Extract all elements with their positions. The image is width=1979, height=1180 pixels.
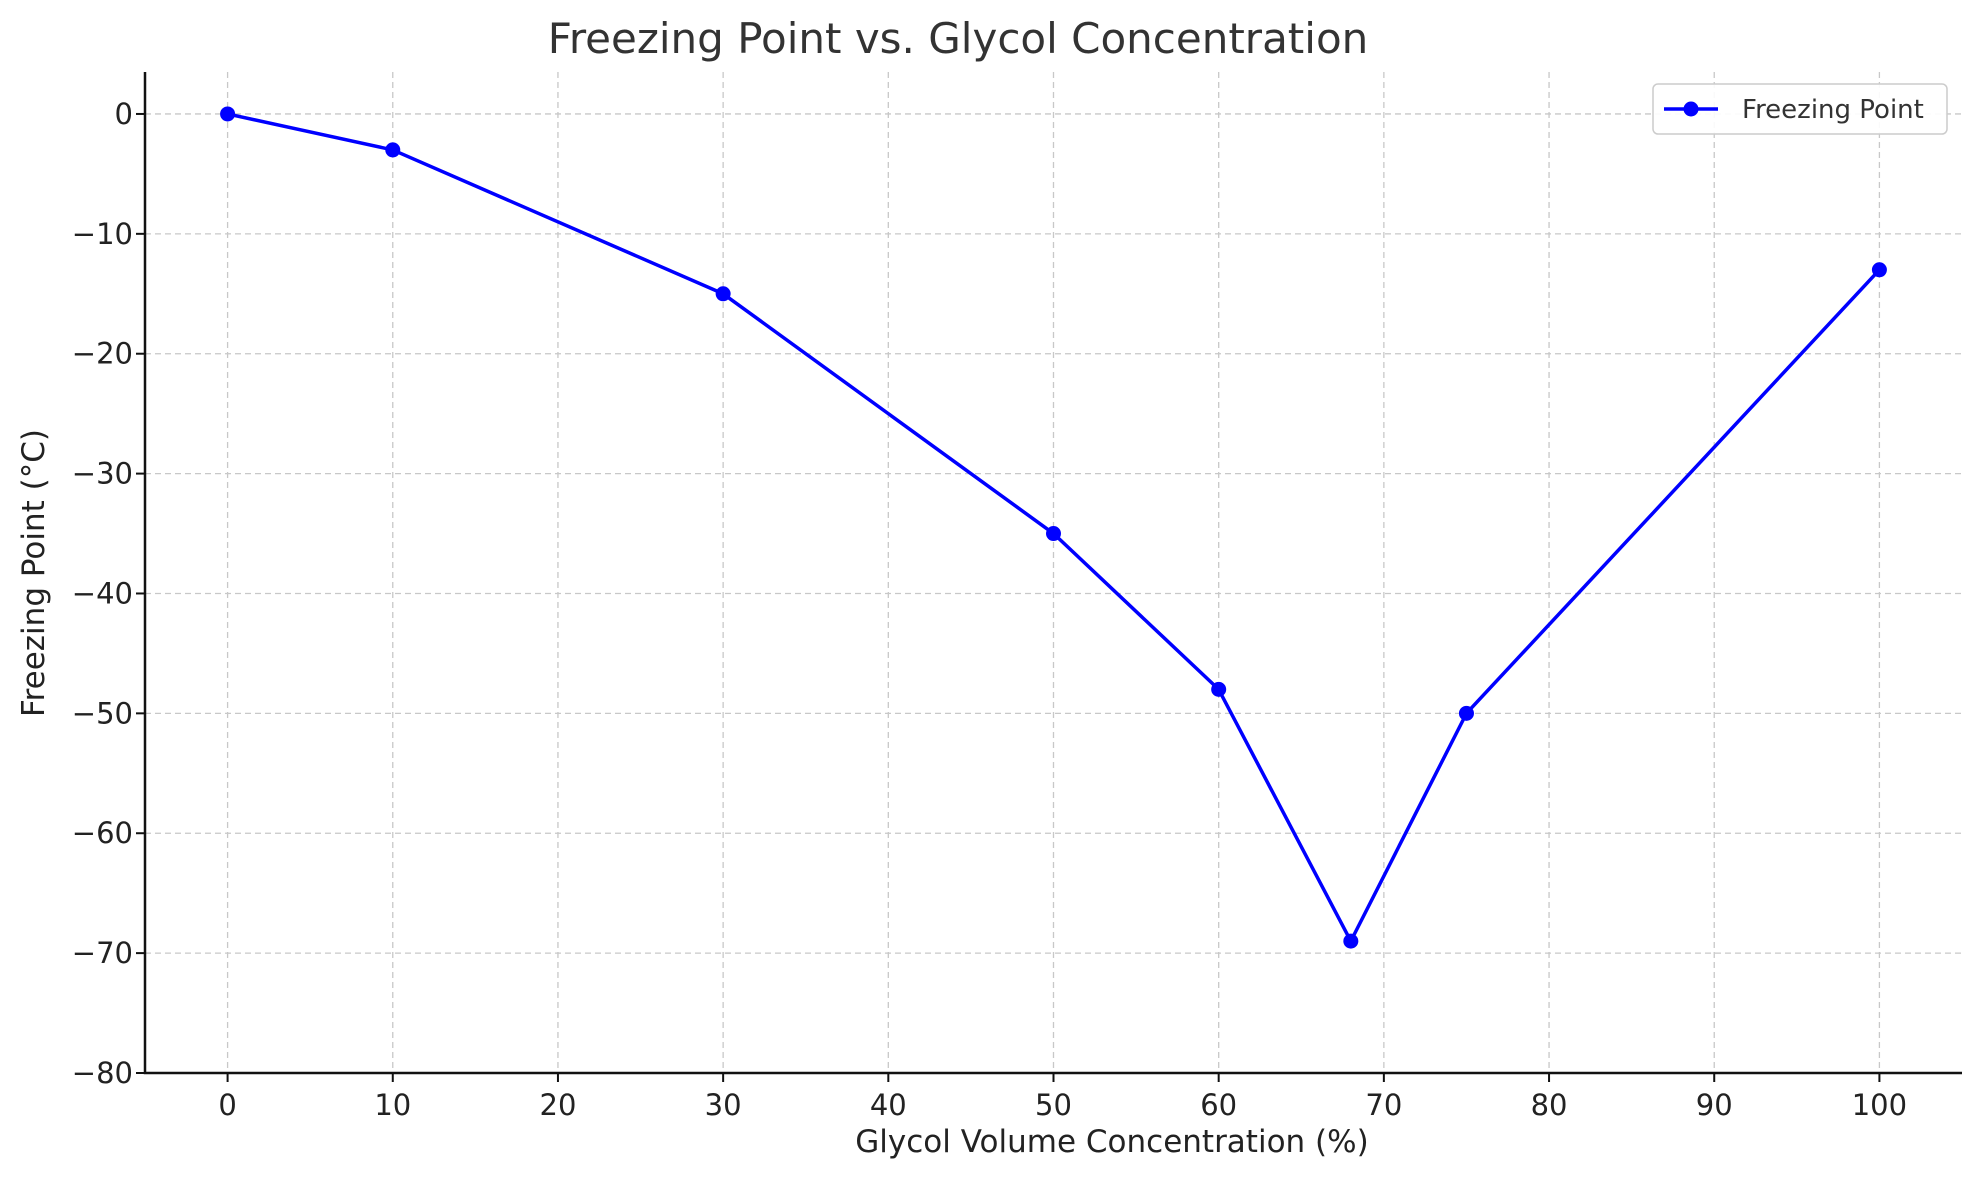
x-tick-label: 10 [374, 1088, 411, 1122]
series-layer [220, 106, 1887, 949]
legend-frame [1652, 83, 1948, 135]
x-tick-label: 40 [870, 1088, 907, 1122]
legend: Freezing Point [1652, 83, 1948, 135]
data-point [1046, 526, 1061, 542]
y-tick-label: −20 [72, 337, 133, 371]
y-tick-label: −40 [72, 576, 133, 610]
data-point [385, 142, 401, 158]
x-tick-labels: 0 10 20 30 40 50 60 70 80 90 100 [218, 1088, 1907, 1122]
y-tick-label: −30 [72, 457, 133, 491]
data-point [1211, 681, 1227, 697]
legend-marker-swatch [1683, 101, 1699, 117]
x-tick-label: 70 [1365, 1088, 1402, 1122]
y-tick-labels: 0 −10 −20 −30 −40 −50 −60 −70 −80 [72, 97, 133, 1090]
y-tick-label: −50 [72, 696, 133, 730]
data-point [1343, 933, 1359, 949]
legend-label: Freezing Point [1742, 95, 1924, 125]
x-tick-label: 30 [705, 1088, 742, 1122]
grid [145, 72, 1962, 1074]
y-tick-label: 0 [115, 97, 133, 131]
x-tick-label: 90 [1696, 1088, 1733, 1122]
y-tick-label: −70 [72, 936, 133, 970]
y-tick-label: −10 [72, 217, 133, 251]
tick-marks [136, 112, 1881, 1082]
data-point [1871, 262, 1887, 278]
x-tick-label: 50 [1035, 1088, 1072, 1122]
data-point [220, 106, 236, 122]
y-axis-label: Freezing Point (°C) [16, 429, 52, 717]
data-point [1458, 705, 1474, 721]
x-tick-label: 100 [1852, 1088, 1907, 1122]
x-tick-label: 60 [1200, 1088, 1237, 1122]
x-axis-label: Glycol Volume Concentration (%) [855, 1124, 1368, 1160]
y-tick-label: −60 [72, 816, 133, 850]
x-tick-label: 0 [218, 1088, 236, 1122]
x-tick-label: 20 [540, 1088, 577, 1122]
chart-title: Freezing Point vs. Glycol Concentration [548, 14, 1369, 63]
series-line [227, 112, 1881, 943]
y-tick-label: −80 [72, 1056, 133, 1090]
x-tick-label: 80 [1531, 1088, 1568, 1122]
data-point [715, 286, 731, 302]
